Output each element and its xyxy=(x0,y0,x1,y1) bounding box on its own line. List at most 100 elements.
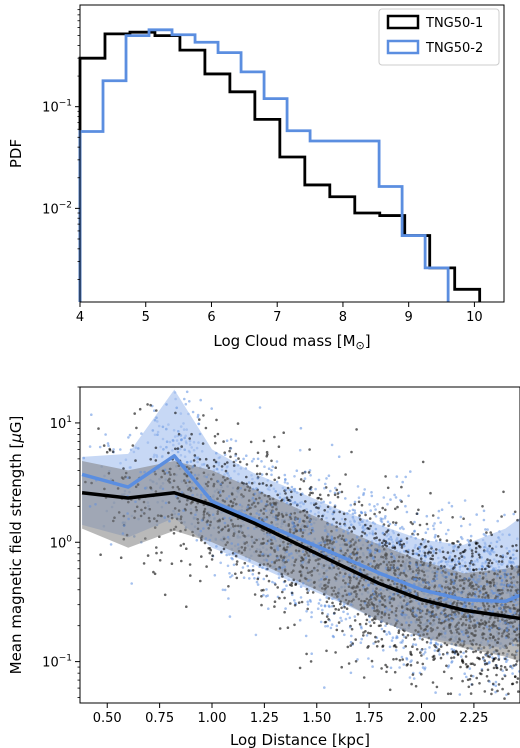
scatter-point xyxy=(369,549,372,553)
scatter-point xyxy=(388,632,392,635)
scatter-point xyxy=(415,512,419,515)
scatter-point xyxy=(271,465,275,469)
scatter-point xyxy=(435,539,438,542)
scatter-point xyxy=(512,512,515,516)
scatter-point xyxy=(383,610,387,613)
scatter-point xyxy=(233,552,237,555)
scatter-point xyxy=(353,509,357,512)
scatter-point xyxy=(484,528,487,531)
scatter-point xyxy=(122,467,125,470)
scatter-point xyxy=(336,492,340,495)
scatter-point xyxy=(363,532,367,535)
scatter-point xyxy=(270,473,273,477)
scatter-point xyxy=(427,619,431,623)
scatter-point xyxy=(434,691,437,694)
scatter-point xyxy=(242,457,245,461)
scatter-point xyxy=(254,633,258,637)
scatter-point xyxy=(221,588,225,592)
scatter-point xyxy=(392,658,395,661)
scatter-point xyxy=(213,574,217,577)
scatter-point xyxy=(228,516,232,520)
scatter-point xyxy=(497,658,501,661)
scatter-point xyxy=(248,577,251,580)
scatter-point xyxy=(398,658,402,662)
scatter-point xyxy=(505,565,509,568)
scatter-point xyxy=(373,505,376,508)
scatter-point xyxy=(496,574,499,578)
scatter-point xyxy=(386,502,389,506)
scatter-point xyxy=(367,645,370,648)
scatter-point xyxy=(229,455,232,459)
scatter-point xyxy=(207,466,211,470)
scatter-point xyxy=(126,476,129,480)
scatter-point xyxy=(155,416,158,420)
scatter-point xyxy=(470,549,474,552)
scatter-point xyxy=(324,482,327,486)
scatter-point xyxy=(502,490,505,494)
scatter-point xyxy=(431,681,435,684)
scatter-point xyxy=(307,471,311,474)
scatter-point xyxy=(208,551,212,555)
scatter-point xyxy=(330,523,334,526)
scatter-point xyxy=(463,672,467,675)
scatter-point xyxy=(265,542,269,545)
scatter-point xyxy=(275,480,279,484)
scatter-point xyxy=(226,535,230,539)
scatter-y-tick-label: 100 xyxy=(50,534,73,551)
scatter-point xyxy=(432,549,435,553)
scatter-point xyxy=(234,554,238,558)
scatter-point xyxy=(310,615,313,619)
scatter-point xyxy=(469,539,473,542)
scatter-point xyxy=(466,538,470,542)
scatter-point xyxy=(290,591,294,595)
scatter-point xyxy=(404,504,407,508)
scatter-point xyxy=(380,627,384,631)
scatter-point xyxy=(211,554,214,557)
scatter-point xyxy=(347,662,351,665)
scatter-point xyxy=(301,471,304,475)
scatter-point xyxy=(405,656,408,660)
scatter-point xyxy=(415,573,418,577)
scatter-point xyxy=(351,642,355,645)
scatter-point xyxy=(414,537,418,540)
scatter-point xyxy=(290,495,294,499)
scatter-point xyxy=(377,640,380,643)
scatter-point xyxy=(483,550,486,553)
scatter-point xyxy=(223,451,226,455)
scatter-point xyxy=(406,602,410,605)
scatter-point xyxy=(398,541,401,545)
scatter-y-tick-label: 101 xyxy=(50,415,72,432)
scatter-point xyxy=(389,535,393,539)
scatter-point xyxy=(494,690,497,694)
scatter-point xyxy=(191,410,195,414)
pdf-plot-frame xyxy=(79,4,505,303)
scatter-point xyxy=(356,485,360,488)
scatter-point xyxy=(380,637,384,641)
scatter-point xyxy=(301,550,305,553)
scatter-point xyxy=(384,567,388,570)
scatter-point xyxy=(445,643,449,647)
scatter-point xyxy=(325,600,329,604)
scatter-point xyxy=(491,682,495,686)
scatter-point xyxy=(511,643,515,647)
scatter-point xyxy=(384,540,387,543)
scatter-point xyxy=(200,555,203,558)
scatter-point xyxy=(390,538,393,541)
scatter-point xyxy=(325,615,329,618)
scatter-point xyxy=(317,602,321,605)
scatter-point xyxy=(333,611,336,615)
scatter-point xyxy=(499,575,503,578)
scatter-plot-frame xyxy=(79,386,520,704)
scatter-point xyxy=(481,657,485,661)
scatter-point xyxy=(237,457,240,460)
scatter-point xyxy=(317,478,321,482)
scatter-point xyxy=(122,524,126,527)
scatter-point xyxy=(461,679,464,683)
scatter-point xyxy=(308,493,311,497)
scatter-point xyxy=(161,487,165,491)
scatter-point xyxy=(262,588,265,592)
scatter-point xyxy=(228,572,231,575)
scatter-point xyxy=(436,535,440,538)
scatter-point xyxy=(474,541,478,544)
scatter-point xyxy=(516,598,519,602)
